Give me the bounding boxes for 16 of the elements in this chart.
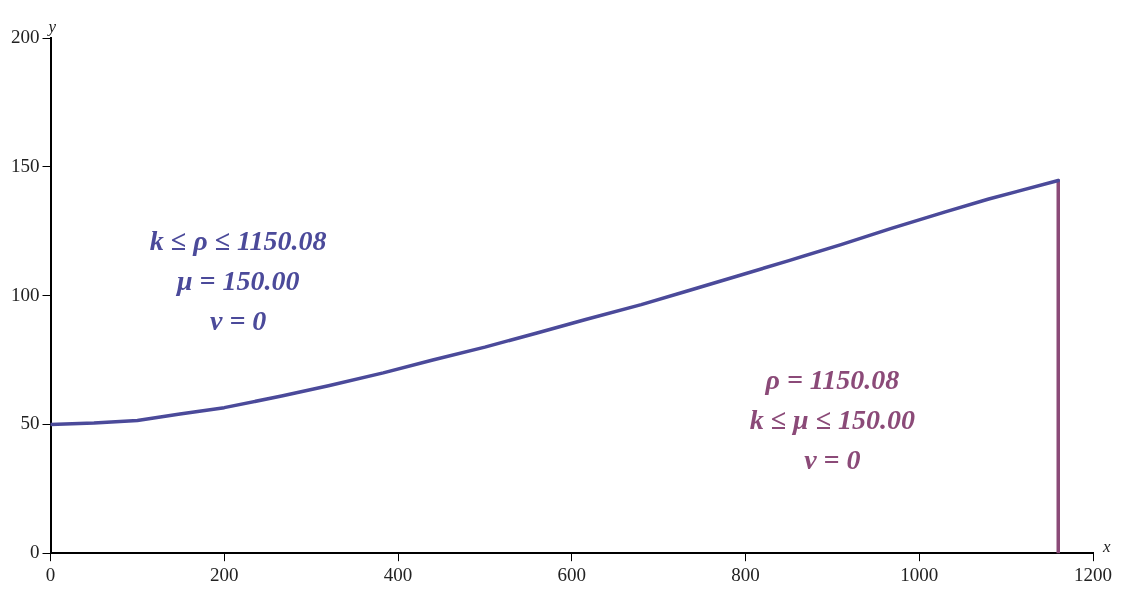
y-tick-label: 0 bbox=[30, 541, 40, 563]
x-tick-label: 200 bbox=[210, 563, 239, 585]
y-axis-title: y bbox=[46, 16, 57, 36]
x-tick-label: 400 bbox=[383, 563, 413, 585]
y-tick-label: 50 bbox=[20, 412, 40, 434]
x-tick-label: 1000 bbox=[900, 563, 939, 585]
y-tick-label: 100 bbox=[11, 283, 40, 305]
y-tick-label: 200 bbox=[11, 25, 40, 47]
x-tick-label: 600 bbox=[557, 563, 586, 585]
annotation: k ≤ ρ ≤ 1150.08 μ = 150.00 ν = 0 bbox=[149, 224, 327, 336]
annotation: ρ = 1150.08 k ≤ μ ≤ 150.00 ν = 0 bbox=[749, 363, 916, 475]
x-tick-label: 1200 bbox=[1074, 563, 1112, 585]
y-tick-label: 150 bbox=[11, 154, 40, 176]
x-tick-label: 0 bbox=[45, 563, 56, 585]
x-axis-title: x bbox=[1102, 536, 1111, 556]
x-tick-label: 800 bbox=[731, 563, 760, 585]
